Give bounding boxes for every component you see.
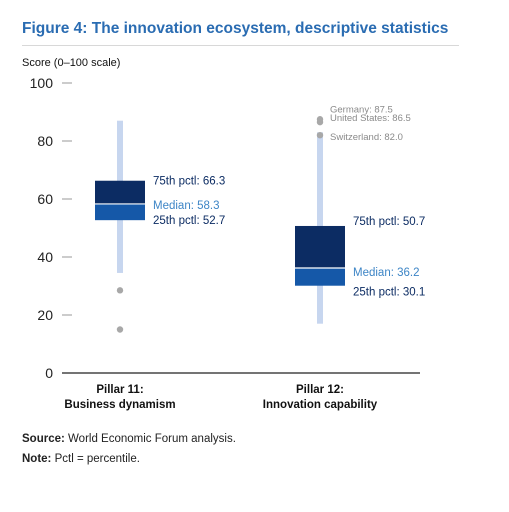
outlier-point xyxy=(316,118,324,126)
q1-label: 25th pctl: 30.1 xyxy=(353,287,425,299)
note-text: Pctl = percentile. xyxy=(54,453,140,465)
median-label: Median: 36.2 xyxy=(353,267,420,279)
y-tick-label: 20 xyxy=(37,307,53,323)
median-label: Median: 58.3 xyxy=(153,200,220,212)
box-plot-chart: Score (0–100 scale) 0 20 40 60 80 100 75th pc… xyxy=(22,57,425,411)
note-label: Note: xyxy=(22,453,52,465)
outlier-point xyxy=(116,326,124,333)
y-tick-label: 100 xyxy=(30,75,54,91)
source-label: Source: xyxy=(22,433,65,445)
outlier-label: United States: 86.5 xyxy=(330,113,411,124)
q3-label: 75th pctl: 50.7 xyxy=(353,216,425,228)
y-tick-label: 0 xyxy=(45,365,53,381)
boxes: 75th pctl: 66.3 Median: 58.3 25th pctl: 52… xyxy=(95,104,425,333)
source-text: World Economic Forum analysis. xyxy=(68,433,236,445)
box-1: 75th pctl: 66.3 Median: 58.3 25th pctl: 52… xyxy=(95,120,225,333)
note-line: Note: Pctl = percentile. xyxy=(22,449,236,469)
box-upper-quartile xyxy=(95,180,145,204)
figure-notes: Source: World Economic Forum analysis. N… xyxy=(22,429,236,469)
outlier-point xyxy=(116,287,124,294)
y-axis-label: Score (0–100 scale) xyxy=(22,57,120,69)
y-tick-label: 40 xyxy=(37,249,53,265)
box-lower-quartile xyxy=(295,268,345,286)
y-axis: 0 20 40 60 80 100 xyxy=(30,75,72,381)
outlier-label: Germany: 87.5 xyxy=(330,104,393,115)
x-category-label: Innovation capability xyxy=(263,399,378,411)
x-axis: Pillar 11: Business dynamism Pillar 12: Inn… xyxy=(62,372,420,411)
y-tick-label: 80 xyxy=(37,133,53,149)
source-line: Source: World Economic Forum analysis. xyxy=(22,429,236,449)
y-tick-label: 60 xyxy=(37,191,53,207)
outlier-point xyxy=(316,132,324,139)
box-2: 75th pctl: 50.7 Median: 36.2 25th pctl: 30… xyxy=(295,104,425,324)
title-divider xyxy=(22,45,459,46)
x-category-label: Pillar 12: xyxy=(296,384,344,396)
outlier-label: Switzerland: 82.0 xyxy=(330,132,403,143)
box-upper-quartile xyxy=(295,225,345,269)
q3-label: 75th pctl: 66.3 xyxy=(153,176,225,188)
q1-label: 25th pctl: 52.7 xyxy=(153,215,225,227)
box-lower-quartile xyxy=(95,203,145,221)
x-category-label: Pillar 11: xyxy=(96,384,143,396)
figure-title: Figure 4: The innovation ecosystem, desc… xyxy=(22,20,449,37)
x-category-label: Business dynamism xyxy=(64,399,175,411)
